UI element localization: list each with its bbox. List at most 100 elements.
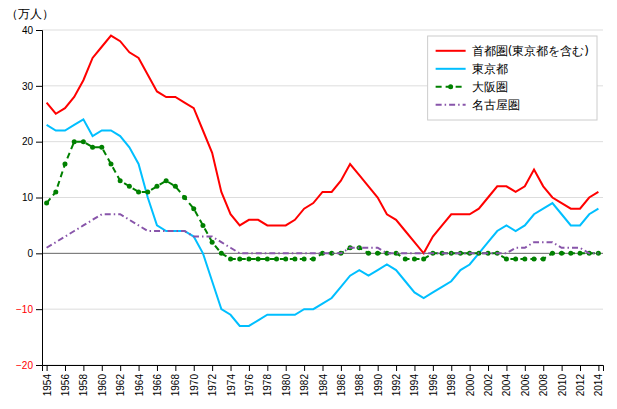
x-tick-mark [267, 365, 268, 371]
x-tick-mark [304, 365, 305, 371]
x-tick: 2008 [538, 365, 549, 396]
x-tick-label: 1994 [409, 374, 420, 397]
y-tick-label: 10 [22, 192, 34, 203]
x-tick: 1988 [354, 365, 365, 396]
y-axis-line [36, 31, 43, 366]
series-marker [118, 178, 123, 183]
series-marker [274, 256, 279, 261]
series-line [47, 36, 599, 254]
x-axis: 1954195619581960196219641966196819701972… [42, 365, 605, 396]
x-tick-mark [378, 365, 379, 371]
y-tick-label: 40 [22, 25, 34, 36]
x-tick-label: 2002 [483, 374, 494, 397]
legend-label: 大阪圏 [472, 80, 508, 94]
series-marker [99, 145, 104, 150]
series-marker [210, 240, 215, 245]
y-tick-mark [36, 86, 42, 87]
grid-line [42, 30, 603, 31]
x-tick: 1974 [226, 365, 237, 396]
x-tick: 1982 [299, 365, 310, 396]
series-marker [256, 256, 261, 261]
series-marker [265, 256, 270, 261]
legend-marker [448, 84, 453, 89]
series-marker [90, 145, 95, 150]
series-line [47, 142, 599, 259]
x-tick-label: 1974 [226, 374, 237, 397]
x-tick: 1998 [446, 365, 457, 396]
x-tick-mark [139, 365, 140, 371]
series-marker [173, 184, 178, 189]
series-marker [219, 251, 224, 256]
x-axis-line [43, 366, 604, 372]
y-tick-mark [36, 309, 42, 310]
series-marker [136, 189, 141, 194]
y-tick: 20 [22, 136, 42, 147]
x-tick-label: 1968 [170, 374, 181, 397]
legend-item: 首都圏(東京都を含む) [436, 44, 589, 58]
x-tick-label: 1988 [354, 374, 365, 397]
x-tick-label: 2010 [557, 374, 568, 397]
y-tick-mark [36, 253, 42, 254]
x-tick: 1996 [428, 365, 439, 396]
x-tick: 1992 [391, 365, 402, 396]
series-marker [357, 245, 362, 250]
series-marker [62, 162, 67, 167]
x-tick: 1994 [409, 365, 420, 396]
series-marker [246, 256, 251, 261]
y-tick-label: −20 [16, 360, 33, 371]
x-tick-label: 1990 [373, 374, 384, 397]
legend-item: 名古屋圏 [436, 98, 520, 112]
series-marker [403, 256, 408, 261]
x-tick-label: 1984 [318, 374, 329, 397]
x-tick-label: 1970 [189, 374, 200, 397]
x-tick-label: 1954 [42, 374, 53, 397]
series-marker [522, 256, 527, 261]
legend-swatch [436, 104, 466, 106]
legend-label: 東京都 [472, 62, 508, 76]
y-tick: 0 [27, 248, 42, 259]
x-tick-mark [433, 365, 434, 371]
x-tick: 1984 [318, 365, 329, 396]
x-tick-label: 1986 [336, 374, 347, 397]
x-tick-mark [341, 365, 342, 371]
series-marker [200, 223, 205, 228]
x-tick: 2006 [520, 365, 531, 396]
series-marker [154, 184, 159, 189]
legend-label: 名古屋圏 [472, 98, 520, 112]
series-marker [108, 162, 113, 167]
legend-box [428, 36, 597, 120]
x-tick: 1970 [189, 365, 200, 396]
x-tick-label: 1966 [152, 374, 163, 397]
y-tick-label: 0 [27, 248, 33, 259]
grid-line [42, 197, 603, 198]
y-tick-mark [36, 30, 42, 31]
x-tick-label: 1972 [207, 374, 218, 397]
series-marker [568, 251, 573, 256]
y-tick: 10 [22, 192, 42, 203]
x-tick: 1976 [244, 365, 255, 396]
series-marker [302, 256, 307, 261]
x-tick-mark [212, 365, 213, 371]
x-tick-label: 1962 [115, 374, 126, 397]
series-marker [72, 139, 77, 144]
series-marker [578, 251, 583, 256]
series-marker [559, 251, 564, 256]
y-tick: −10 [16, 304, 42, 315]
series-marker [53, 189, 58, 194]
x-tick-mark [359, 365, 360, 371]
x-tick: 1960 [97, 365, 108, 396]
legend-swatch [436, 50, 466, 52]
legend-swatch [436, 68, 466, 70]
legend-item: 大阪圏 [436, 80, 508, 94]
series-marker [412, 256, 417, 261]
y-axis: −20−10010203040 [16, 25, 42, 371]
series-marker [44, 201, 49, 206]
series-marker [191, 206, 196, 211]
y-tick-mark [36, 142, 42, 143]
x-tick-label: 1956 [60, 374, 71, 397]
x-tick: 1964 [134, 365, 145, 396]
y-tick-mark [36, 365, 42, 366]
series-marker [550, 251, 555, 256]
x-tick-mark [543, 365, 544, 371]
grid-line [42, 309, 603, 310]
